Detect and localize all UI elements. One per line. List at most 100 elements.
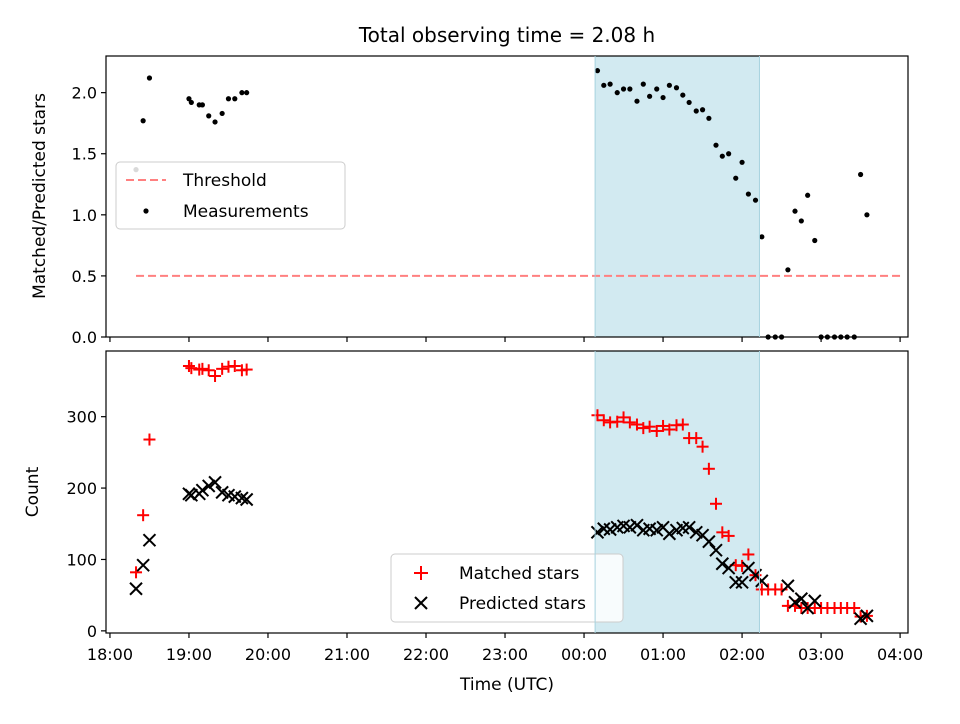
predicted-star-point (721, 561, 736, 575)
matched-star-point (696, 440, 709, 453)
measurement-point (634, 98, 640, 104)
measurement-point (607, 81, 613, 87)
top-legend: Threshold Measurements (115, 161, 346, 230)
matched-star-point (182, 359, 195, 372)
bottom-panel: 0 100 200 300 18:00 19:00 20:00 21:00 22:00 23:0… (23, 350, 923, 695)
predicted-star-point (755, 574, 769, 588)
matched-star-point (202, 364, 215, 377)
measurement-point (239, 90, 245, 96)
matched-star-point (137, 509, 150, 522)
matched-star-point (690, 432, 703, 445)
y-tick-label: 100 (66, 550, 97, 569)
measurement-point (647, 93, 653, 99)
predicted-star-point (729, 575, 743, 590)
bottom-legend: Matched stars Predicted stars (390, 553, 624, 623)
measurement-point (693, 108, 699, 114)
top-panel-frame (105, 55, 909, 338)
predicted-star-point (590, 525, 605, 540)
matched-star-point (597, 414, 610, 427)
measurement-point (719, 153, 725, 159)
measurement-point (733, 175, 739, 181)
x-tick-label: 03:00 (798, 645, 844, 664)
observing-window-shade (595, 56, 760, 337)
legend-measurements-swatch (143, 208, 149, 214)
measurement-point (146, 75, 153, 81)
measurement-point (627, 86, 633, 92)
predicted-star-point (208, 475, 222, 490)
legend-predicted-swatch (414, 596, 428, 610)
measurement-point (620, 86, 627, 92)
matched-star-point (196, 362, 209, 375)
matched-star-point (240, 363, 253, 376)
measurement-point (864, 212, 870, 218)
predicted-star-point (239, 492, 254, 507)
measurement-point (199, 102, 205, 108)
measurement-point (188, 99, 194, 106)
measurement-point (745, 191, 751, 197)
y-tick-label: 2.0 (72, 84, 97, 103)
legend-matched-label: Matched stars (459, 564, 579, 584)
top-panel: Total observing time = 2.08 h 0.0 0.5 1.0 1… (30, 23, 909, 347)
predicted-star-point (129, 582, 143, 596)
measurement-point (666, 82, 672, 88)
legend-matched-swatch (414, 566, 428, 580)
x-tick-label: 00:00 (561, 645, 607, 664)
y-tick-label: 1.5 (72, 145, 97, 164)
measurement-point (739, 159, 745, 165)
predicted-star-point (709, 543, 723, 557)
matched-star-point (742, 548, 755, 561)
y-tick-label: 0.0 (72, 328, 97, 347)
matched-star-point (676, 418, 689, 431)
matched-star-point (643, 420, 656, 433)
legend-measurements-label: Measurements (183, 202, 309, 222)
measurement-point (244, 90, 250, 96)
x-tick-label: 23:00 (482, 645, 528, 664)
predicted-star-point (781, 579, 795, 593)
y-tick-label: 0 (87, 622, 97, 641)
measurement-point (654, 86, 660, 92)
matched-star-point (663, 423, 676, 436)
predicted-star-point (715, 557, 730, 571)
predicted-star-point (808, 594, 822, 608)
matched-star-point (185, 362, 198, 375)
x-tick-label: 22:00 (403, 645, 449, 664)
x-tick-label: 18:00 (87, 645, 133, 664)
measurement-point (726, 151, 732, 157)
predicted-star-point (682, 520, 696, 535)
predicted-star-point (702, 534, 716, 549)
measurement-point (759, 234, 765, 240)
x-axis-label: Time (UTC) (459, 675, 554, 695)
measurement-point (232, 96, 238, 102)
matched-star-point (611, 415, 624, 428)
y-tick-label: 200 (66, 479, 97, 498)
matched-star-point (702, 462, 715, 475)
measurement-point (686, 99, 692, 106)
matched-star-point (591, 409, 604, 422)
y-tick-label: 0.5 (72, 267, 97, 286)
y-tick-label: 300 (66, 408, 97, 427)
x-tick-label: 01:00 (640, 645, 686, 664)
measurement-point (706, 115, 712, 121)
measurement-point (212, 119, 218, 125)
predicted-star-point (860, 609, 874, 623)
measurement-point (594, 68, 601, 74)
matched-star-point (722, 529, 735, 542)
matched-star-point (650, 424, 663, 437)
matched-star-point (637, 422, 650, 435)
measurement-point (601, 82, 607, 88)
matched-star-point (630, 418, 643, 431)
predicted-star-point (195, 483, 210, 497)
measurement-point (640, 81, 646, 87)
matched-star-point (657, 419, 670, 432)
measurement-point (206, 113, 212, 119)
predicted-star-point (136, 558, 150, 572)
matched-star-point (848, 602, 861, 615)
x-tick-label: 04:00 (877, 645, 923, 664)
measurement-point (140, 118, 146, 124)
top-y-axis-label: Matched/Predicted stars (30, 93, 50, 299)
legend-threshold-label: Threshold (182, 171, 267, 191)
measurement-point (660, 94, 666, 101)
matched-star-point (709, 497, 722, 510)
measurement-point (785, 267, 791, 273)
